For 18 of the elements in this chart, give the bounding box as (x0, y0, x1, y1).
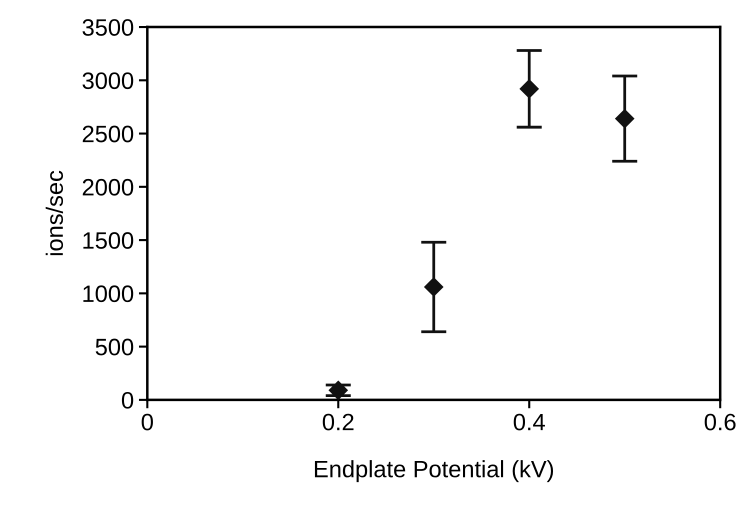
x-tick-label: 0.6 (704, 414, 736, 430)
x-axis-title: Endplate Potential (kV) (314, 460, 554, 482)
y-tick-label: 3000 (82, 72, 134, 90)
point (520, 79, 539, 98)
point (328, 380, 348, 400)
y-tick-label: 0 (122, 392, 134, 409)
y-tick-label: 1500 (83, 232, 134, 249)
y-tick-label: 1000 (83, 285, 134, 302)
x-tick-label: 0.4 (514, 414, 545, 430)
y-tick-label: 2500 (82, 126, 134, 142)
y-tick-label: 2000 (82, 178, 134, 196)
point (615, 109, 634, 128)
x-tick-label: 0.2 (322, 414, 354, 430)
point (424, 277, 444, 296)
y-axis-title: ions/sec (46, 170, 64, 256)
y-tick-label: 500 (96, 338, 134, 356)
x-tick-label: 0 (142, 414, 153, 430)
y-tick-label: 3500 (82, 19, 134, 36)
